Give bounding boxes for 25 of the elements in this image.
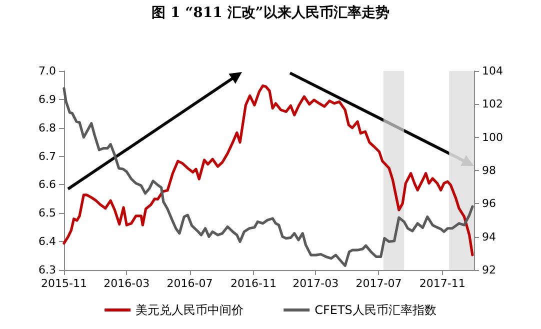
chart-title: 图 1 “811 汇改”以来人民币汇率走势 (150, 4, 390, 22)
y-tick-label: 6.8 (38, 121, 56, 134)
y2-tick-label: 92 (482, 264, 496, 276)
y-tick-label: 6.9 (38, 92, 56, 106)
y-tick-label: 6.4 (38, 235, 56, 248)
y-tick-label: 6.7 (38, 150, 56, 163)
y-tick-label: 6.3 (38, 264, 56, 276)
y2-tick-label: 96 (482, 197, 496, 210)
y-tick-label: 7.0 (38, 64, 56, 78)
y2-tick-label: 100 (482, 130, 503, 144)
x-tick-label: 2016-07 (166, 277, 213, 290)
y2-tick-label: 102 (482, 98, 503, 111)
y2-tick-label: 104 (482, 64, 503, 78)
legend-label: CFETS人民币汇率指数 (314, 303, 436, 317)
y2-tick-label: 98 (482, 164, 496, 177)
y2-tick-label: 94 (482, 230, 496, 244)
y-tick-label: 6.5 (38, 206, 56, 220)
y-tick-label: 6.6 (38, 178, 56, 192)
x-tick-label: 2017-11 (419, 277, 466, 290)
x-tick-label: 2017-07 (356, 277, 402, 290)
x-tick-label: 2016-11 (230, 277, 276, 290)
x-tick-label: 2017-03 (292, 277, 339, 290)
legend-label: 美元兑人民币中间价 (136, 303, 244, 317)
x-tick-label: 2015-11 (41, 277, 87, 290)
x-tick-label: 2016-03 (104, 277, 150, 290)
